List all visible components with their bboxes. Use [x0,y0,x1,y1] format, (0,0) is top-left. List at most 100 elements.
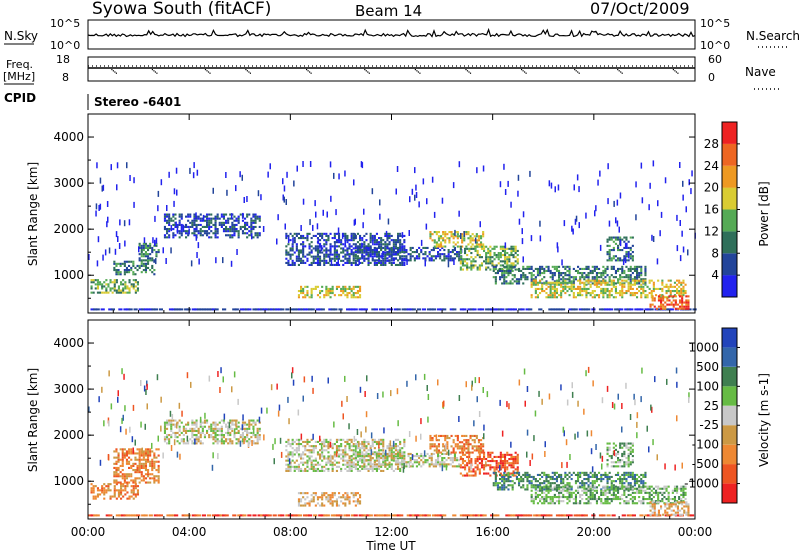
range-gate-cell [352,261,355,264]
range-gate-cell [442,514,447,517]
range-gate-cell [147,262,150,265]
range-gate-cell [318,514,323,517]
range-gate-cell [480,458,484,461]
range-gate-cell [178,427,181,430]
range-gate-cell [144,242,148,245]
range-gate-cell [466,258,469,261]
range-gate-cell [499,245,502,248]
range-gate-cell [468,474,471,477]
range-gate-cell [369,251,372,254]
range-gate-cell [206,431,209,434]
range-gate-cell [287,465,290,468]
range-gate-cell [285,445,288,448]
range-gate-cell [227,421,230,424]
range-gate-cell [138,469,141,472]
range-gate-cell [465,233,468,236]
range-gate-cell [191,429,194,432]
range-gate-cell [453,452,457,455]
range-gate-cell [386,246,389,249]
range-gate-cell [333,253,336,256]
range-gate-cell [118,514,123,517]
range-gate-cell [132,462,135,465]
range-gate-cell [687,299,690,302]
range-gate-cell [297,453,301,456]
range-gate-cell [385,230,388,237]
range-gate-cell [149,454,152,457]
range-gate-cell [610,238,613,241]
range-gate-cell [295,447,298,450]
range-gate-cell [555,281,559,284]
range-gate-cell [133,201,135,208]
range-gate-cell [120,489,123,492]
range-gate-cell [623,292,626,295]
range-gate-cell [187,423,190,426]
range-gate-cell [397,449,400,452]
range-gate-cell [532,278,535,281]
range-gate-cell [390,263,393,266]
range-gate-cell [153,260,156,263]
range-gate-cell [629,514,634,517]
range-gate-cell [614,236,618,239]
range-gate-cell [595,265,599,268]
range-gate-cell [321,234,324,237]
range-gate-cell [237,219,240,222]
range-gate-cell [501,274,504,277]
range-gate-cell [373,253,376,256]
range-gate-cell [399,243,402,246]
range-gate-cell [163,436,167,439]
range-gate-cell [560,292,563,295]
range-gate-cell [350,239,353,242]
range-gate-cell [585,283,588,286]
range-gate-cell [125,452,129,455]
range-gate-cell [405,251,408,254]
range-gate-cell [650,279,653,282]
range-gate-cell [459,262,462,265]
range-gate-cell [466,472,469,475]
range-gate-cell [306,257,309,260]
range-gate-cell [340,287,343,290]
range-gate-cell [587,267,590,270]
range-gate-cell [570,281,573,284]
freq-strip-frame [87,56,696,82]
range-gate-cell [235,223,238,226]
range-gate-cell [356,453,360,456]
range-gate-cell [144,244,148,247]
range-gate-cell [285,459,288,462]
range-gate-cell [291,438,294,441]
range-gate-cell [132,279,135,282]
range-gate-cell [346,496,349,499]
range-gate-cell [130,485,133,488]
range-gate-cell [312,257,315,260]
range-gate-cell [170,219,173,222]
range-gate-cell [553,265,556,268]
range-gate-cell [176,189,178,196]
range-gate-cell [95,308,100,311]
range-gate-cell [501,267,504,270]
range-gate-cell [338,232,341,235]
range-gate-cell [227,230,230,233]
range-gate-cell [348,445,351,448]
range-gate-cell [151,259,154,262]
range-gate-cell [459,514,464,517]
range-gate-cell [306,239,309,242]
range-gate-cell [399,257,402,260]
range-gate-cell [606,267,609,270]
range-gate-cell [195,434,198,437]
range-gate-cell [103,487,106,490]
range-gate-cell [354,257,357,260]
range-gate-cell [382,257,385,260]
range-gate-cell [480,241,483,244]
range-gate-cell [426,308,432,311]
range-gate-cell [297,500,301,503]
range-gate-cell [416,514,421,517]
range-gate-cell [621,265,624,268]
range-gate-cell [379,213,381,220]
range-gate-cell [579,290,582,293]
range-gate-cell [329,296,332,299]
range-gate-cell [483,468,486,471]
range-gate-cell [291,447,294,450]
range-gate-cell [449,257,452,260]
nave-dip-dot [416,70,418,72]
range-gate-cell [338,255,341,258]
range-gate-cell [195,228,198,231]
